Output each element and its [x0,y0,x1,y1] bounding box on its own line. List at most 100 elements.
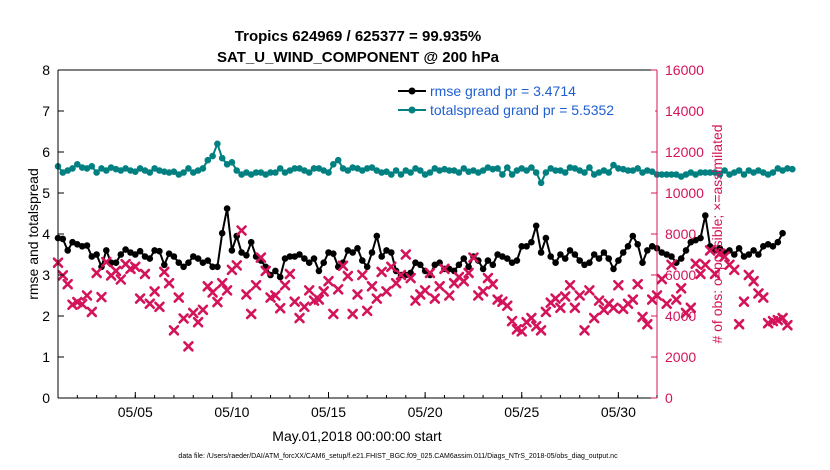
x-tick-label-0: 05/05 [118,404,153,420]
obs-assimilated-point-47 [279,279,291,291]
totalspread-point-4 [74,161,81,168]
obs-assimilated-point-35 [221,285,233,296]
obs-assimilated-point-42 [255,252,267,263]
obs-assimilated-point-2 [62,278,73,290]
rmse-point-103 [552,259,559,267]
totalspread-point-58 [334,156,342,164]
obs-assimilated-point-68 [381,286,392,297]
obs-assimilated-point-127 [666,259,677,271]
rmse-point-111 [590,251,598,258]
totalspread-point-123 [648,168,656,175]
obs-assimilated-point-20 [149,286,160,297]
rmse-point-1 [59,235,67,243]
totalspread-point-101 [542,169,550,176]
obs-assimilated-point-112 [593,295,605,306]
totalspread-point-84 [460,165,468,172]
rmse-point-45 [272,267,279,275]
obs-assimilated-point-58 [332,284,344,295]
rmse-point-122 [644,247,651,254]
totalspread-point-105 [561,169,569,176]
obs-assimilated-point-9 [96,291,107,303]
obs-assimilated-point-98 [526,312,537,324]
totalspread-point-65 [368,164,376,171]
obs-assimilated-point-126 [661,298,672,309]
rmse-point-84 [460,255,468,262]
totalspread-point-53 [310,165,318,172]
rmse-point-85 [465,263,472,271]
obs-assimilated-point-3 [67,299,78,311]
chart-title: Tropics 624969 / 625377 = 99.935% [235,28,481,45]
y-right-tick-label-2: 4000 [665,308,696,324]
obs-assimilated-point-93 [501,300,513,312]
rmse-point-22 [161,261,168,269]
obs-assimilated-point-144 [748,275,759,287]
rmse-point-61 [349,249,357,256]
obs-assimilated-point-138 [719,251,730,262]
obs-assimilated-point-55 [318,286,329,297]
obs-assimilated-point-21 [154,301,165,313]
obs-assimilated-point-34 [216,277,228,289]
obs-assimilated-point-85 [463,267,474,279]
totalspread-point-56 [325,169,332,176]
obs-assimilated-point-50 [294,312,305,324]
rmse-point-55 [320,259,328,267]
rmse-point-108 [576,257,583,264]
y-tick-label-1: 1 [42,349,50,365]
rmse-point-115 [610,265,617,273]
rmse-point-67 [378,253,386,260]
totalspread-point-142 [740,171,748,178]
rmse-point-35 [223,205,231,212]
rmse-point-88 [479,265,487,273]
obs-assimilated-point-40 [245,308,257,320]
totalspread-point-49 [291,165,299,172]
rmse-point-83 [455,261,463,269]
legend-marker-rmse [408,87,416,95]
obs-assimilated-point-54 [313,294,325,305]
totalspread-point-57 [330,161,337,168]
y-tick-label-5: 5 [42,185,50,201]
totalspread-point-30 [199,165,207,172]
rmse-point-66 [373,232,381,240]
rmse-point-46 [276,273,284,281]
obs-assimilated-point-22 [158,266,170,278]
rmse-point-64 [363,263,371,271]
y-tick-label-2: 2 [42,308,50,324]
totalspread-point-45 [272,169,279,176]
y-tick-label-8: 8 [42,62,50,78]
rmse-point-26 [180,263,187,271]
data-marks [52,140,796,352]
obs-assimilated-point-52 [303,285,315,296]
rmse-point-13 [117,251,125,258]
totalspread-point-148 [769,169,777,176]
rmse-point-38 [238,249,245,256]
totalspread-point-73 [407,169,414,176]
obs-assimilated-point-134 [700,259,711,271]
obs-assimilated-point-107 [569,302,581,314]
obs-assimilated-point-105 [559,291,571,302]
rmse-point-52 [305,259,313,267]
obs-assimilated-point-33 [212,296,223,308]
obs-assimilated-point-16 [129,261,141,273]
obs-assimilated-point-90 [487,278,499,290]
rmse-point-32 [209,263,216,271]
y-right-tick-label-0: 0 [665,390,673,406]
obs-assimilated-point-48 [284,268,296,280]
totalspread-point-110 [586,164,593,171]
totalspread-point-137 [716,171,724,178]
totalspread-point-134 [702,169,709,176]
legend-box [385,80,655,122]
obs-assimilated-point-131 [685,302,697,314]
obs-assimilated-point-88 [477,286,489,297]
totalspread-point-127 [668,171,675,178]
obs-assimilated-point-120 [632,278,643,290]
rmse-point-134 [702,212,709,219]
obs-assimilated-point-128 [671,294,682,305]
axes: 05/05 05/10 05/15 05/20 05/25 05/300123456780… [42,62,704,420]
rmse-point-19 [146,255,154,262]
rmse-point-143 [745,251,753,258]
obs-assimilated-point-86 [468,252,479,263]
obs-assimilated-point-51 [299,301,310,313]
obs-assimilated-point-73 [405,272,416,284]
rmse-point-97 [523,243,530,250]
